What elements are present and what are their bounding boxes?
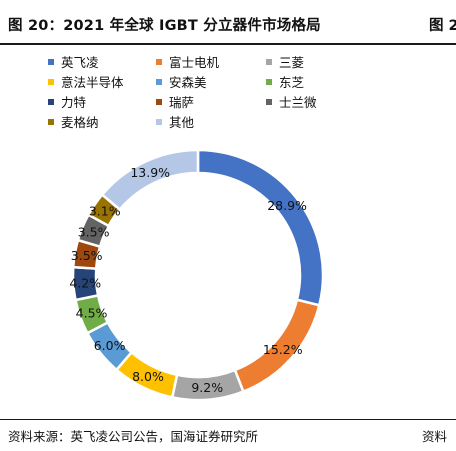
legend-label: 三菱 (279, 55, 305, 70)
legend-item: 三菱 (266, 52, 304, 71)
legend-swatch (156, 98, 162, 105)
legend-item: 力特 (48, 92, 86, 111)
slice-value-label: 8.0% (132, 369, 164, 384)
legend-item: 安森美 (156, 72, 207, 91)
legend-swatch (48, 118, 54, 125)
legend-item: 富士电机 (156, 52, 219, 71)
legend-item: 英飞凌 (48, 52, 99, 71)
legend-swatch (48, 58, 54, 65)
legend-swatch (48, 98, 54, 105)
legend-item: 意法半导体 (48, 72, 124, 91)
legend-swatch (266, 78, 272, 85)
donut-slice (196, 148, 325, 307)
footer-divider (0, 419, 456, 420)
legend-swatch (156, 118, 162, 125)
legend-item: 其他 (156, 112, 194, 131)
legend-label: 英飞凌 (61, 55, 99, 70)
legend-label: 意法半导体 (61, 75, 124, 90)
slice-value-label: 28.9% (267, 198, 307, 213)
slice-value-label: 3.5% (78, 224, 110, 239)
legend-swatch (266, 58, 272, 65)
legend-label: 安森美 (169, 75, 207, 90)
chart-legend: 英飞凌 富士电机 三菱意法半导体 安森美 东芝力特 瑞萨 士兰微麦格纳 其他 (0, 0, 456, 140)
slice-value-label: 3.5% (71, 248, 103, 263)
legend-label: 东芝 (279, 75, 305, 90)
donut-slice (100, 148, 200, 212)
legend-swatch (156, 58, 162, 65)
legend-label: 富士电机 (169, 55, 220, 70)
legend-label: 麦格纳 (61, 115, 99, 130)
source-note: 资料来源：英飞凌公司公告，国海证券研究所 (8, 429, 259, 444)
slice-value-label: 4.5% (76, 305, 108, 320)
slice-value-label: 9.2% (191, 380, 223, 395)
legend-item: 东芝 (266, 72, 304, 91)
legend-swatch (266, 98, 272, 105)
legend-label: 瑞萨 (169, 95, 195, 110)
legend-label: 其他 (169, 115, 195, 130)
legend-item: 士兰微 (266, 92, 317, 111)
slice-value-label: 13.9% (130, 165, 170, 180)
next-source-fragment: 资料 (422, 429, 448, 444)
legend-label: 士兰微 (279, 95, 317, 110)
header-divider (0, 43, 456, 45)
legend-swatch (48, 78, 54, 85)
slice-value-label: 3.1% (89, 204, 121, 219)
slice-value-label: 15.2% (263, 342, 303, 357)
figure-title: 图 20：2021 年全球 IGBT 分立器件市场格局 (8, 18, 321, 34)
slice-value-label: 6.0% (94, 338, 126, 353)
legend-swatch (156, 78, 162, 85)
legend-item: 麦格纳 (48, 112, 99, 131)
slice-value-label: 4.2% (69, 275, 101, 290)
legend-item: 瑞萨 (156, 92, 194, 111)
next-figure-title-fragment: 图 2 (429, 18, 456, 34)
legend-label: 力特 (61, 95, 87, 110)
